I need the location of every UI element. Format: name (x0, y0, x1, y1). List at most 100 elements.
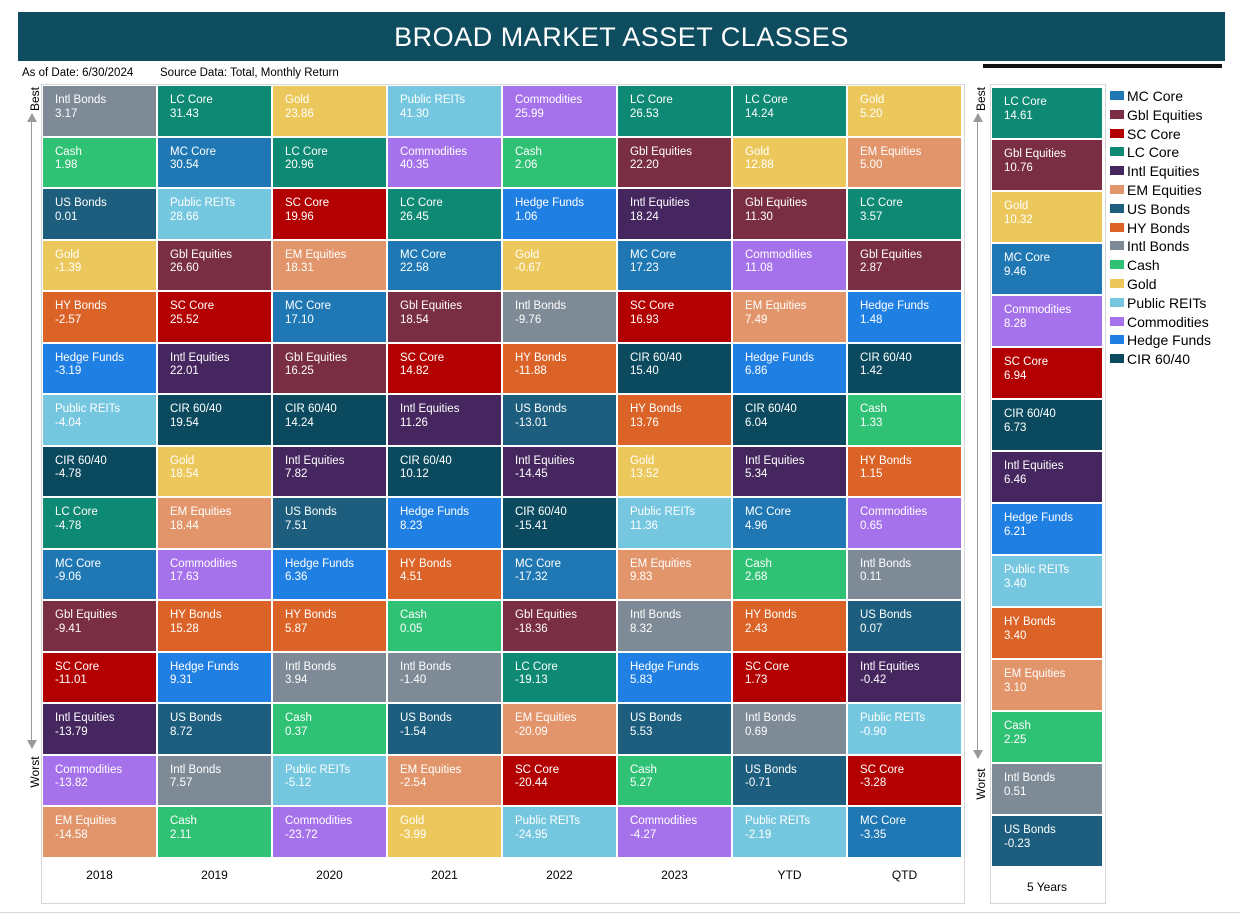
asset-name: Intl Bonds (1004, 772, 1056, 784)
rank-cell: EM Equities 18.31 (273, 240, 386, 290)
return-value: 5.53 (630, 725, 653, 738)
rank-cell: US Bonds -0.71 (733, 755, 846, 805)
legend-item-gold: Gold (1110, 276, 1157, 294)
return-value: 4.51 (400, 571, 423, 583)
legend-item-gbl-equities: Gbl Equities (1110, 107, 1202, 125)
rank-cell: MC Core 4.96 (733, 498, 846, 548)
rank-cell: CIR 60/40 14.24 (273, 395, 386, 445)
rank-cell: Commodities 25.99 (503, 86, 616, 136)
best-label-5yr: Best (974, 87, 988, 112)
rank-cell: Gold 23.86 (273, 86, 386, 136)
return-value: 22.58 (400, 262, 429, 274)
rank-cell: SC Core -3.28 (848, 755, 961, 805)
rank-cell: Intl Bonds 0.51 (992, 764, 1102, 814)
rank-cell: US Bonds -0.23 (992, 816, 1102, 866)
return-value: -13.79 (55, 725, 88, 738)
legend-swatch (1110, 316, 1124, 326)
legend-swatch (1110, 297, 1124, 307)
return-value: -13.82 (55, 777, 88, 789)
return-value: 0.51 (1004, 785, 1027, 798)
legend-swatch (1110, 166, 1124, 176)
asset-name: US Bonds (285, 506, 337, 518)
asset-name: CIR 60/40 (630, 351, 682, 364)
legend-label: SC Core (1127, 125, 1181, 142)
return-value: 20.96 (285, 159, 314, 171)
return-value: -9.06 (55, 571, 82, 583)
asset-name: MC Core (1004, 252, 1051, 264)
return-value: 10.32 (1004, 213, 1033, 226)
header-rule (983, 64, 1222, 68)
legend-item-intl-equities: Intl Equities (1110, 163, 1199, 181)
rank-cell: Intl Bonds 8.32 (618, 601, 731, 651)
return-value: 30.54 (170, 159, 199, 171)
asset-name: Intl Equities (170, 351, 230, 364)
rank-cell: Gold 10.32 (992, 192, 1102, 242)
asset-name: Commodities (515, 94, 583, 106)
return-value: -4.78 (55, 468, 82, 480)
return-value: 17.23 (630, 262, 659, 274)
return-value: -0.67 (515, 262, 542, 274)
column-label-qtd: QTD (891, 868, 918, 882)
asset-name: MC Core (170, 145, 217, 158)
rank-cell: CIR 60/40 15.40 (618, 343, 731, 393)
asset-name: Intl Equities (285, 454, 345, 467)
rank-cell: US Bonds 0.01 (43, 189, 156, 239)
asset-name: Commodities (1004, 304, 1072, 316)
best-label: Best (28, 87, 42, 112)
legend-label: Cash (1127, 257, 1160, 274)
asset-name: Gbl Equities (285, 351, 348, 364)
return-value: -5.12 (285, 777, 312, 789)
return-value: 6.21 (1004, 525, 1027, 538)
asset-name: Commodities (745, 248, 813, 261)
legend-label: Gbl Equities (1127, 106, 1203, 123)
rank-cell: Hedge Funds 1.48 (848, 292, 961, 342)
asset-name: LC Core (630, 94, 673, 106)
legend-item-cash: Cash (1110, 257, 1160, 275)
return-value: -20.09 (515, 725, 548, 738)
rank-cell: Hedge Funds 8.23 (388, 498, 501, 548)
asset-name: Cash (1004, 720, 1031, 732)
return-value: 13.52 (630, 468, 659, 480)
rank-cell: Gold -0.67 (503, 240, 616, 290)
rank-cell: HY Bonds 13.76 (618, 395, 731, 445)
rank-axis-line-5yr (977, 121, 978, 751)
return-value: -9.41 (55, 622, 82, 635)
column-label-2022: 2022 (546, 868, 573, 882)
rank-cell: Commodities -4.27 (618, 807, 731, 857)
rank-cell: HY Bonds 4.51 (388, 549, 501, 599)
asset-name: Cash (285, 712, 312, 724)
return-value: 14.24 (285, 416, 314, 429)
column-label-5-years: 5 Years (1026, 880, 1068, 894)
return-value: 1.42 (860, 365, 883, 377)
return-value: 9.83 (630, 571, 653, 583)
return-value: 9.46 (1004, 265, 1027, 278)
asset-name: Hedge Funds (860, 300, 930, 312)
rank-cell: US Bonds 5.53 (618, 704, 731, 754)
return-value: 6.46 (1004, 473, 1027, 486)
return-value: -1.39 (55, 262, 82, 274)
return-value: 2.11 (170, 828, 192, 841)
asset-name: HY Bonds (860, 454, 912, 467)
rank-cell: CIR 60/40 19.54 (158, 395, 271, 445)
asset-name: Intl Equities (515, 454, 575, 467)
asset-name: SC Core (55, 660, 100, 673)
rank-cell: Hedge Funds 6.86 (733, 343, 846, 393)
asset-name: Cash (400, 609, 427, 621)
return-value: 16.93 (630, 313, 659, 326)
return-value: 0.05 (400, 622, 423, 635)
legend-item-public-reits: Public REITs (1110, 295, 1206, 313)
rank-cell: EM Equities 7.49 (733, 292, 846, 342)
return-value: 6.36 (285, 571, 308, 583)
rank-cell: Intl Equities -13.79 (43, 704, 156, 754)
asset-name: Intl Bonds (515, 300, 567, 312)
return-value: 8.72 (170, 725, 193, 738)
asset-name: Intl Bonds (860, 557, 912, 570)
asset-name: Intl Bonds (285, 660, 337, 673)
return-value: 10.76 (1004, 161, 1033, 174)
asset-name: MC Core (630, 248, 677, 261)
rank-cell: HY Bonds 1.15 (848, 446, 961, 496)
down-arrow-icon (27, 740, 37, 749)
asset-name: Public REITs (860, 712, 926, 724)
rank-cell: Intl Equities 18.24 (618, 189, 731, 239)
return-value: 5.20 (860, 107, 883, 120)
